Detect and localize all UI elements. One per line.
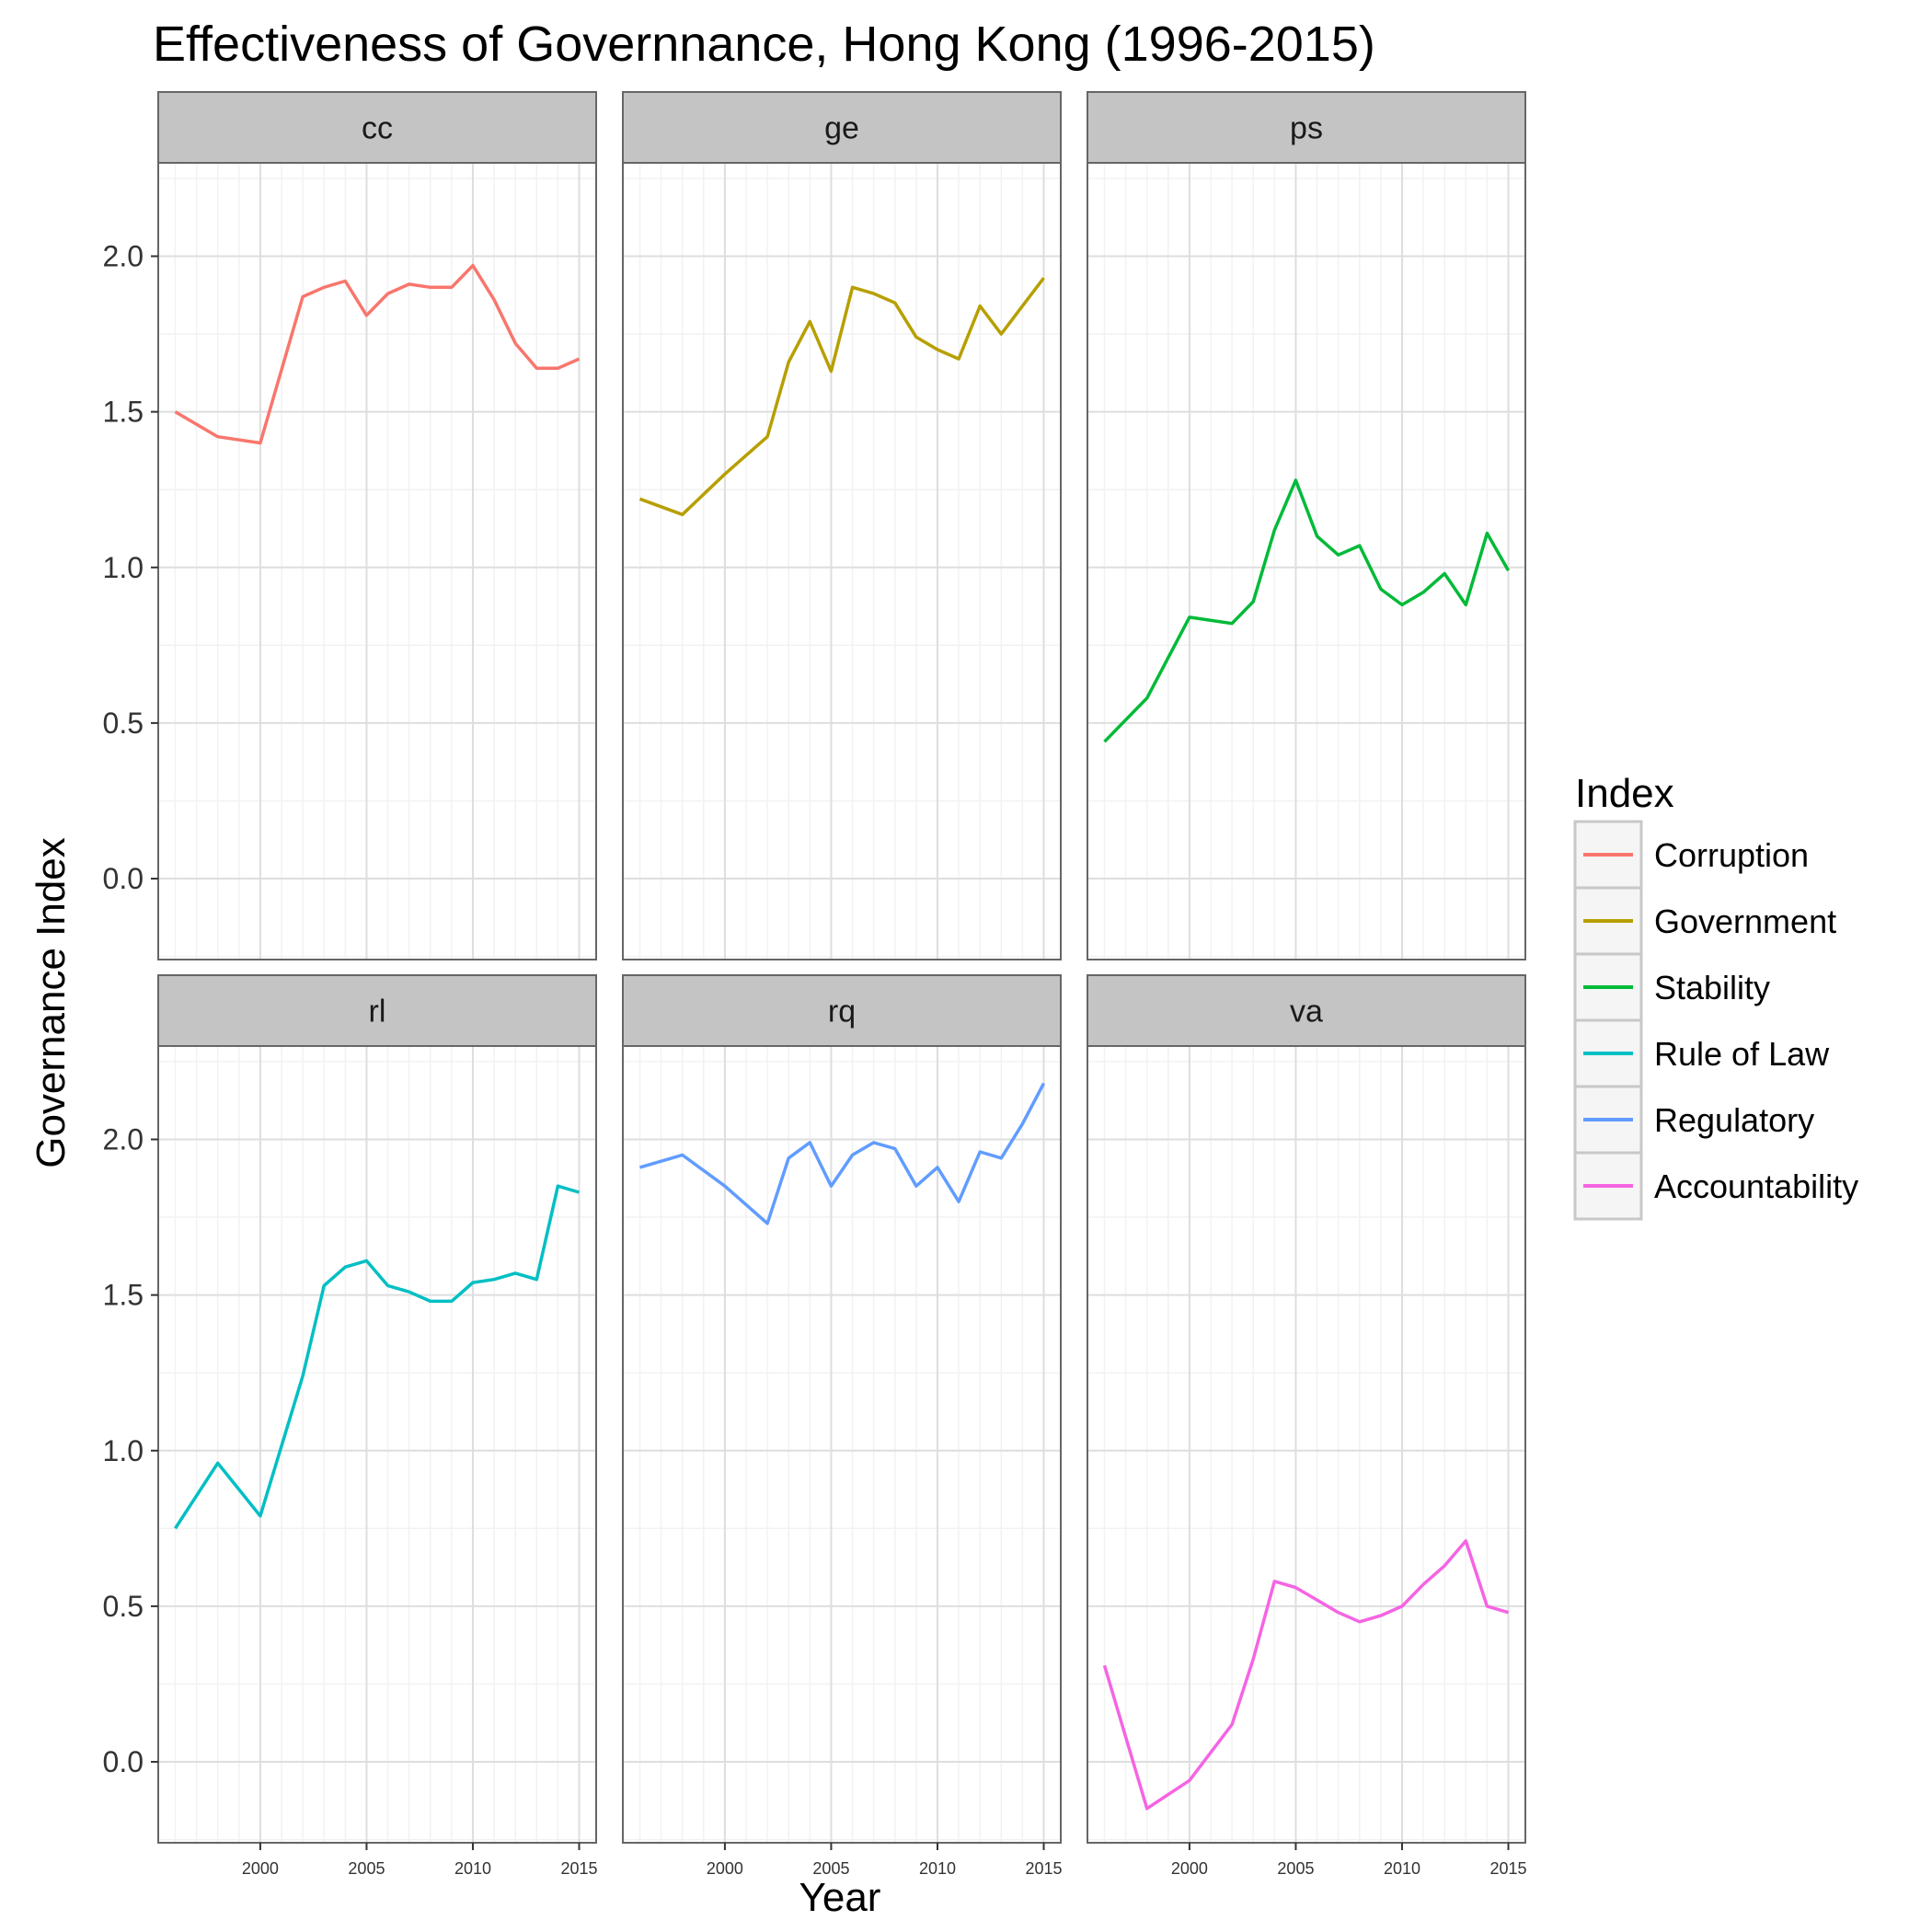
legend: Index Corruption Government Stability Rule … bbox=[1573, 771, 1858, 1221]
strip-label-rl: rl bbox=[369, 995, 386, 1029]
x-tick-label: 2005 bbox=[812, 1859, 849, 1878]
panel-border bbox=[157, 162, 597, 960]
y-tick-label: 2.0 bbox=[103, 239, 144, 272]
x-tick-label: 2005 bbox=[1277, 1859, 1314, 1878]
plot-background bbox=[1087, 1046, 1525, 1843]
strip-label-ge: ge bbox=[824, 111, 859, 146]
x-tick-label: 2010 bbox=[919, 1859, 956, 1878]
x-tick-label: 2015 bbox=[1025, 1859, 1062, 1878]
panel-rl: rl 0.0 0.5 1.0 1.5 2.0 2000 2005 2010 2015 bbox=[103, 974, 598, 1878]
strip-label-ps: ps bbox=[1290, 111, 1323, 146]
panel-va: va 2000 2005 2010 2015 bbox=[1087, 974, 1527, 1878]
panel-border bbox=[622, 1045, 1062, 1844]
chart-title: Effectiveness of Governnance, Hong Kong … bbox=[153, 17, 1375, 72]
plot-background bbox=[623, 163, 1061, 960]
strip-ps bbox=[1087, 91, 1526, 164]
series-line-ps bbox=[1103, 478, 1511, 743]
strip-label-rq: rq bbox=[828, 995, 856, 1029]
y-tick-label: 1.0 bbox=[103, 1434, 144, 1467]
y-tick-label: 0.5 bbox=[103, 707, 144, 740]
x-tick-label: 2000 bbox=[242, 1859, 279, 1878]
series-line-cc bbox=[174, 263, 581, 445]
legend-label: Government bbox=[1654, 903, 1836, 940]
y-tick-label: 1.0 bbox=[103, 551, 144, 584]
strip-va bbox=[1087, 974, 1526, 1047]
x-tick-label: 2000 bbox=[707, 1859, 743, 1878]
legend-item: Rule of Law bbox=[1573, 1018, 1830, 1088]
panels: cc 0.0 0.5 1.0 1.5 2.0 ge ps rl 0.0 0.5 1.0 1.5 2.0 20… bbox=[103, 91, 1527, 1878]
series-line-ge bbox=[638, 277, 1045, 517]
x-tick-label: 2000 bbox=[1171, 1859, 1208, 1878]
panel-cc: cc 0.0 0.5 1.0 1.5 2.0 bbox=[103, 91, 597, 960]
plot-background bbox=[1087, 163, 1525, 960]
y-tick-label: 0.0 bbox=[103, 1745, 144, 1778]
legend-label: Regulatory bbox=[1654, 1101, 1814, 1139]
panel-border bbox=[1087, 162, 1526, 960]
strip-rq bbox=[622, 974, 1062, 1047]
legend-item: Regulatory bbox=[1573, 1085, 1814, 1155]
series-line-rl bbox=[174, 1184, 580, 1530]
legend-item: Government bbox=[1573, 886, 1836, 956]
legend-label: Accountability bbox=[1654, 1167, 1858, 1205]
x-tick-label: 2015 bbox=[560, 1859, 597, 1878]
legend-item: Accountability bbox=[1573, 1151, 1858, 1221]
panel-ps: ps bbox=[1087, 91, 1526, 960]
legend-label: Rule of Law bbox=[1654, 1035, 1830, 1073]
panel-border bbox=[1087, 1045, 1526, 1844]
strip-label-cc: cc bbox=[362, 111, 393, 146]
x-tick-label: 2010 bbox=[454, 1859, 491, 1878]
strip-rl bbox=[157, 974, 597, 1047]
x-tick-label: 2005 bbox=[348, 1859, 385, 1878]
legend-item: Corruption bbox=[1573, 820, 1809, 890]
legend-label: Stability bbox=[1654, 969, 1770, 1006]
series-line-rq bbox=[639, 1082, 1046, 1225]
legend-title: Index bbox=[1575, 771, 1674, 816]
panel-border bbox=[157, 1045, 597, 1844]
series-line-va bbox=[1102, 1539, 1509, 1811]
y-tick-label: 1.5 bbox=[103, 1279, 144, 1312]
panel-ge: ge bbox=[622, 91, 1062, 960]
panel-rq: rq 2000 2005 2010 2015 bbox=[622, 974, 1063, 1878]
strip-cc bbox=[157, 91, 597, 164]
y-tick-label: 1.5 bbox=[103, 396, 144, 429]
y-tick-label: 0.0 bbox=[103, 862, 144, 895]
legend-label: Corruption bbox=[1654, 836, 1809, 874]
legend-item: Stability bbox=[1573, 952, 1770, 1022]
x-tick-label: 2015 bbox=[1489, 1859, 1526, 1878]
strip-label-va: va bbox=[1290, 995, 1323, 1029]
x-tick-label: 2010 bbox=[1384, 1859, 1420, 1878]
plot-background bbox=[623, 1046, 1061, 1843]
y-tick-label: 0.5 bbox=[103, 1590, 144, 1623]
plot-background bbox=[158, 163, 596, 960]
y-tick-label: 2.0 bbox=[103, 1122, 144, 1156]
plot-background bbox=[158, 1046, 596, 1843]
panel-border bbox=[622, 162, 1062, 960]
y-axis-title: Governance Index bbox=[29, 837, 74, 1168]
x-axis-title: Year bbox=[799, 1875, 881, 1920]
